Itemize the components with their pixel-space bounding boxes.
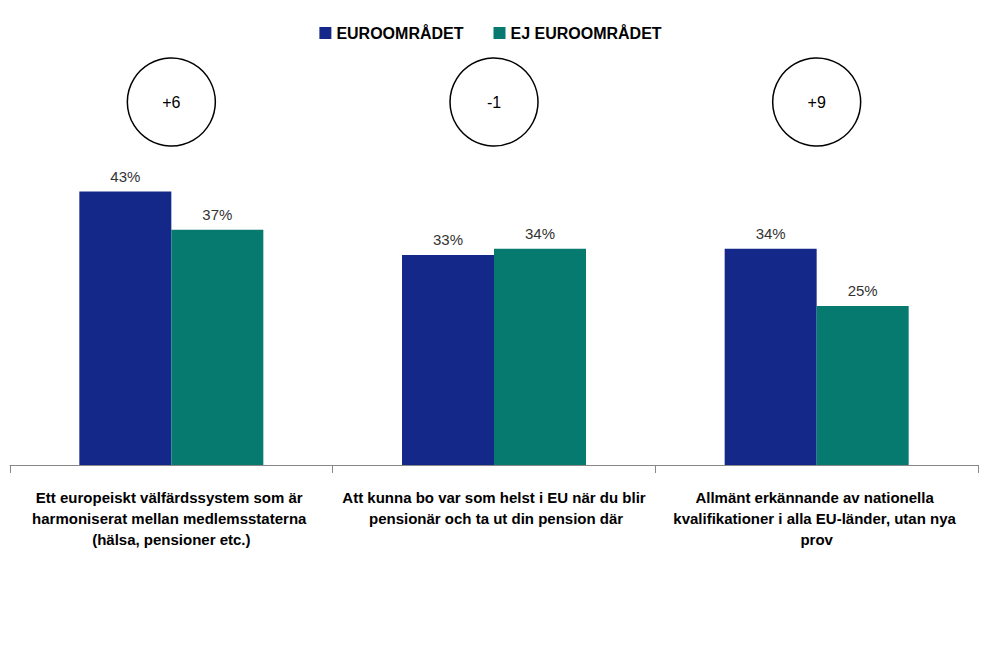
svg-text:37%: 37% [202, 206, 232, 223]
svg-text:34%: 34% [756, 225, 786, 242]
svg-text:prov: prov [800, 531, 833, 548]
svg-text:EJ EUROOMRÅDET: EJ EUROOMRÅDET [510, 24, 661, 42]
svg-text:+9: +9 [808, 94, 826, 111]
svg-text:+6: +6 [162, 94, 180, 111]
svg-text:harmoniserat mellan medlemssta: harmoniserat mellan medlemsstaterna [32, 510, 310, 527]
svg-text:Ett europeiskt välfärdssystem: Ett europeiskt välfärdssystem som är [36, 489, 307, 506]
svg-text:Att kunna bo var som helst i E: Att kunna bo var som helst i EU när du b… [342, 489, 646, 506]
svg-text:EUROOMRÅDET: EUROOMRÅDET [336, 24, 463, 42]
svg-text:Allmänt erkännande av nationel: Allmänt erkännande av nationella [695, 489, 938, 506]
svg-text:-1: -1 [487, 94, 501, 111]
svg-text:33%: 33% [433, 231, 463, 248]
svg-text:pensionär och ta ut din pensio: pensionär och ta ut din pension där [365, 510, 624, 527]
svg-text:34%: 34% [525, 225, 555, 242]
svg-text:25%: 25% [848, 282, 878, 299]
svg-text:kvalifikationer i alla EU-länd: kvalifikationer i alla EU-länder, utan n… [673, 510, 960, 527]
svg-text:43%: 43% [110, 168, 140, 185]
svg-text:(hälsa, pensioner etc.): (hälsa, pensioner etc.) [92, 531, 250, 548]
